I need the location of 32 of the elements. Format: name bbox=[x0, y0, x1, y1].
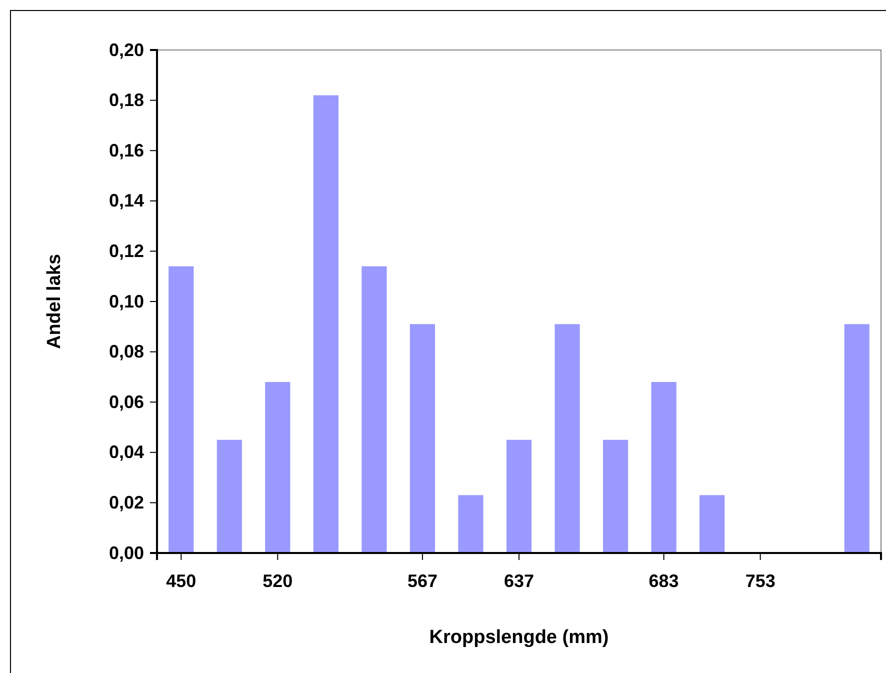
x-tick-label: 520 bbox=[262, 570, 293, 591]
bar bbox=[844, 324, 870, 553]
y-tick-label: 0,18 bbox=[108, 90, 144, 110]
y-tick-label: 0,08 bbox=[108, 342, 144, 362]
bar bbox=[700, 495, 725, 553]
x-tick-label: 450 bbox=[166, 570, 196, 591]
y-tick-label: 0,14 bbox=[108, 190, 144, 211]
y-tick-label: 0,10 bbox=[108, 291, 144, 312]
x-tick-label: 567 bbox=[407, 570, 438, 591]
bar bbox=[313, 95, 338, 553]
y-tick-label: 0,20 bbox=[108, 40, 144, 60]
bar bbox=[458, 495, 484, 553]
y-tick-label: 0,12 bbox=[108, 240, 144, 261]
y-tick-label: 0,16 bbox=[108, 140, 144, 160]
bar bbox=[168, 266, 194, 553]
x-tick-label: 753 bbox=[745, 570, 776, 591]
y-tick-label: 0,04 bbox=[108, 442, 144, 462]
bar bbox=[410, 324, 436, 553]
bar bbox=[216, 440, 242, 553]
bar bbox=[362, 266, 387, 553]
bar bbox=[554, 324, 580, 553]
y-axis-title: Andel laks bbox=[44, 254, 65, 350]
y-tick-label: 0,06 bbox=[108, 392, 144, 412]
y-tick-label: 0,00 bbox=[108, 542, 144, 563]
x-tick-label: 683 bbox=[648, 570, 679, 591]
bar bbox=[506, 440, 532, 553]
bar bbox=[651, 382, 676, 553]
x-axis-title: Kroppslengde (mm) bbox=[429, 627, 609, 648]
x-tick-label: 637 bbox=[504, 570, 534, 591]
bar bbox=[602, 440, 628, 553]
bar bbox=[265, 382, 290, 553]
y-tick-label: 0,02 bbox=[108, 492, 144, 512]
